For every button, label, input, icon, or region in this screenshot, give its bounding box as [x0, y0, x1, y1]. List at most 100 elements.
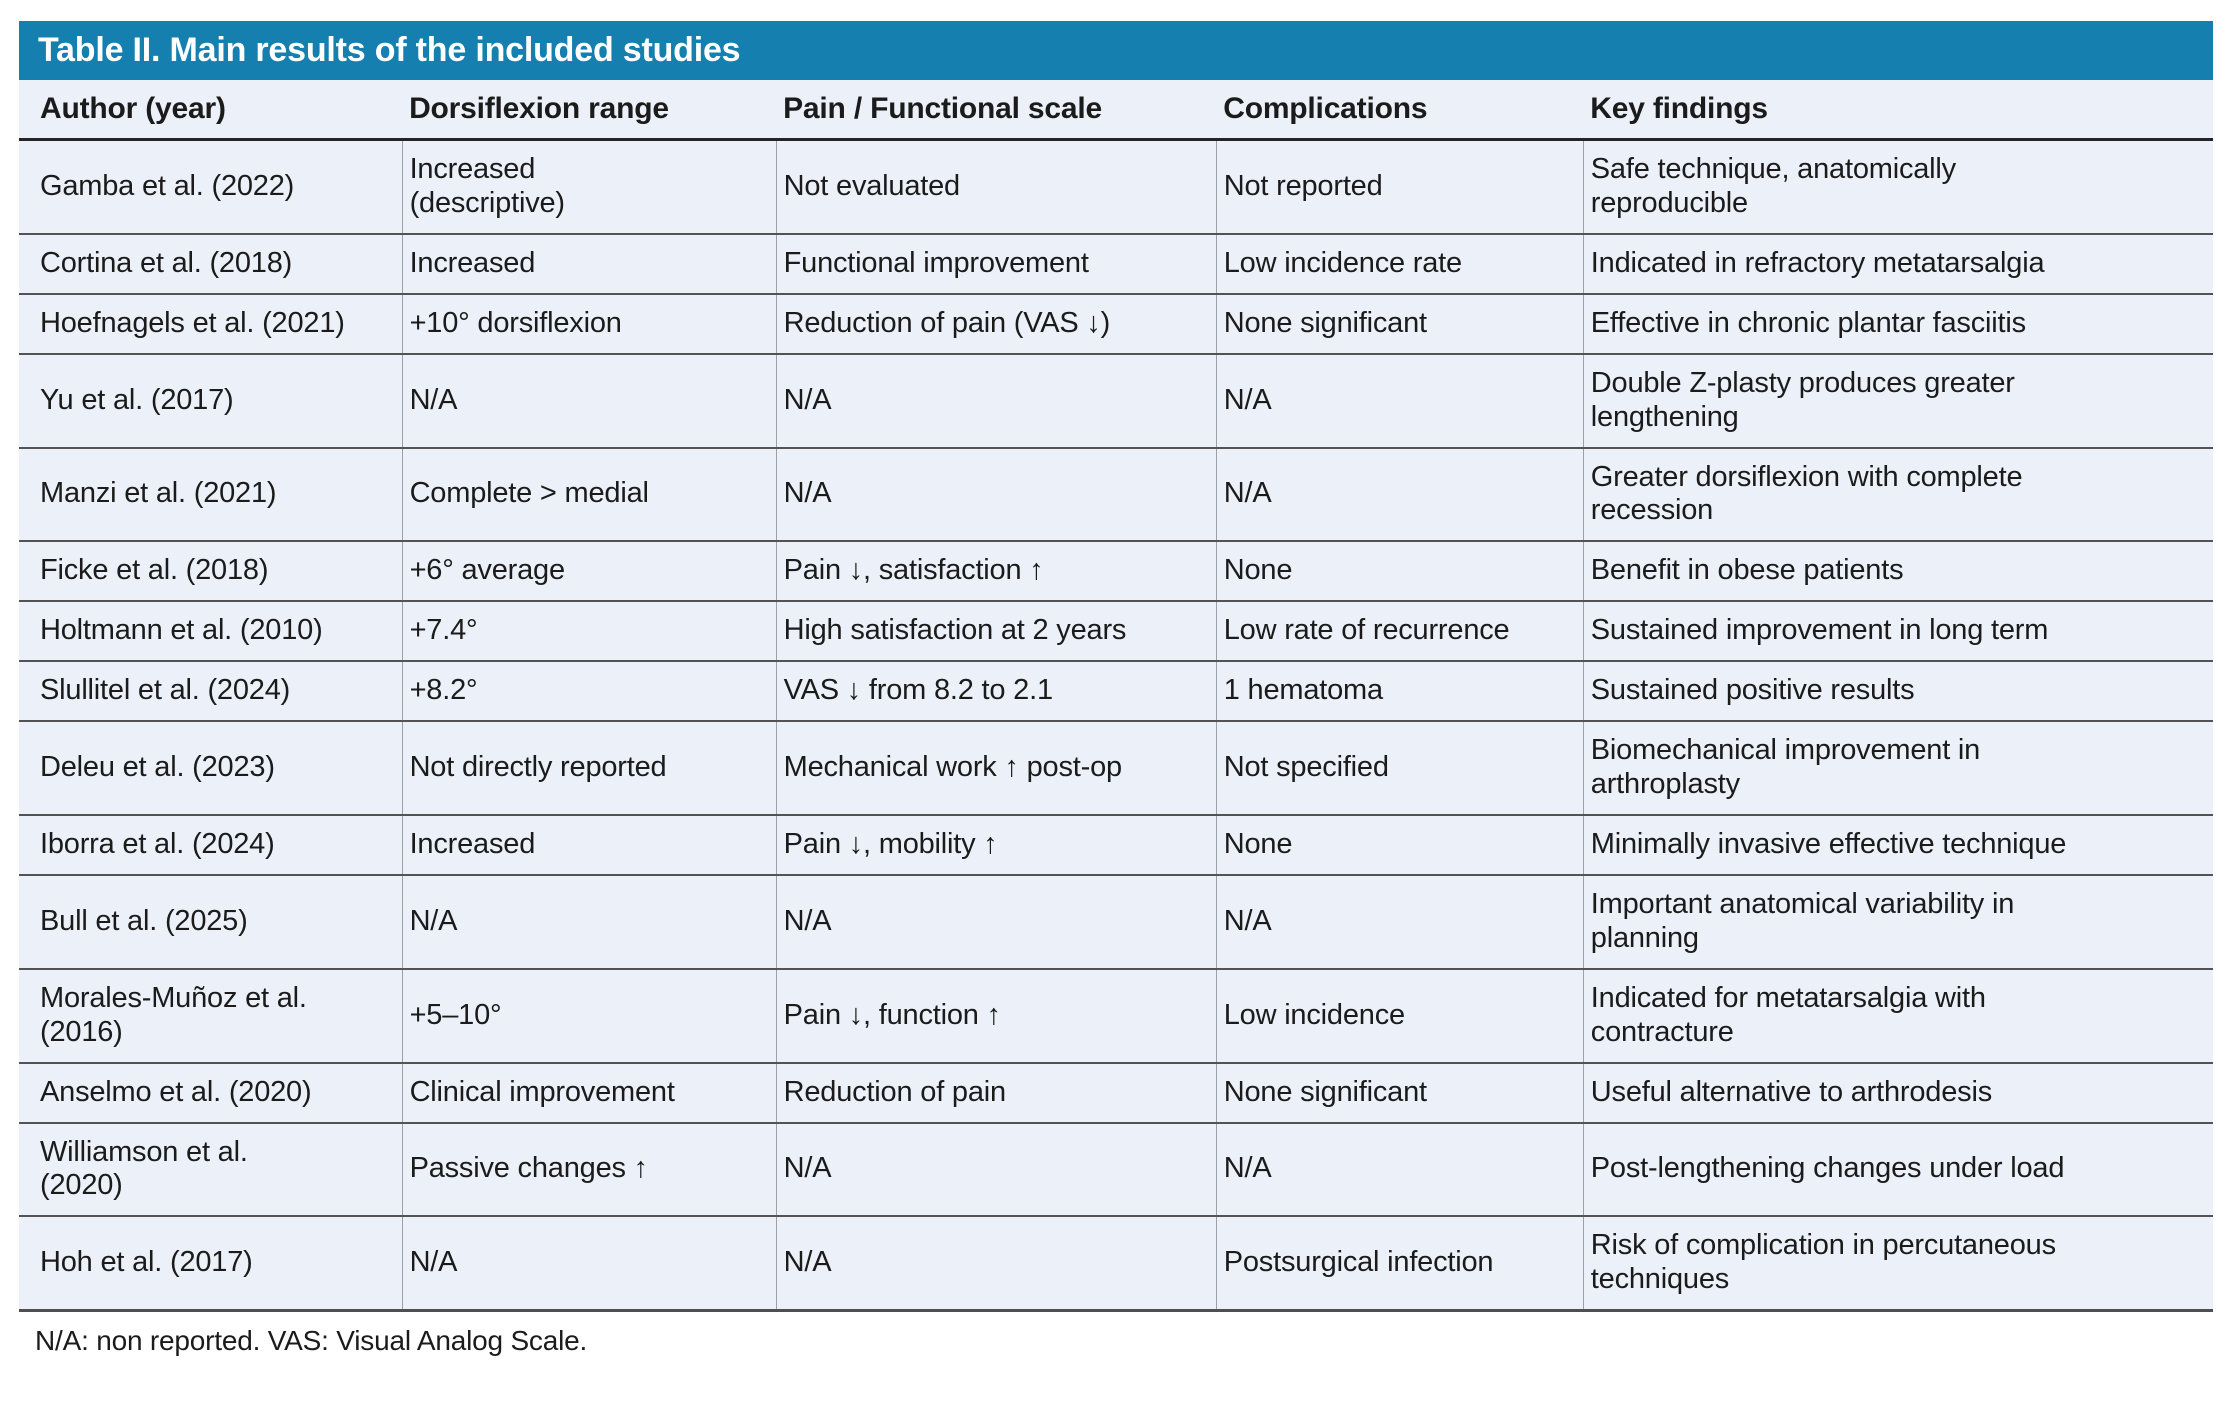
table-figure: Table II. Main results of the included s…: [19, 21, 2213, 1357]
table-row: Ficke et al. (2018) +6° average Pain ↓, sa…: [19, 540, 2213, 602]
cell-findings: Effective in chronic plantar fasciitis: [1582, 292, 2213, 354]
cell-author: Hoh et al. (2017): [19, 1215, 403, 1311]
column-header-key-findings: Key findings: [1583, 80, 2213, 141]
cell-complications: None significant: [1215, 1061, 1584, 1123]
cell-complications: 1 hematoma: [1215, 660, 1584, 722]
table-row: Hoefnagels et al. (2021) +10° dorsiflexio…: [19, 292, 2213, 354]
cell-pain: Pain ↓, satisfaction ↑: [775, 540, 1217, 602]
cell-pain: N/A: [775, 446, 1217, 542]
cell-findings: Indicated for metatarsalgia with contrac…: [1582, 967, 2213, 1063]
cell-dorsiflexion: Passive changes ↑: [401, 1121, 777, 1217]
cell-author: Anselmo et al. (2020): [19, 1061, 403, 1123]
cell-dorsiflexion: +10° dorsiflexion: [401, 292, 777, 354]
cell-pain: N/A: [775, 352, 1217, 448]
column-header-author: Author (year): [19, 80, 403, 141]
cell-pain: N/A: [775, 1121, 1217, 1217]
column-header-pain-scale: Pain / Functional scale: [776, 80, 1217, 141]
cell-dorsiflexion: N/A: [401, 1215, 777, 1311]
cell-findings: Post-lengthening changes under load: [1582, 1121, 2213, 1217]
table-row: Manzi et al. (2021) Complete > medial N/A N…: [19, 446, 2213, 542]
cell-complications: N/A: [1215, 1121, 1584, 1217]
table-row: Iborra et al. (2024) Increased Pain ↓, mob…: [19, 813, 2213, 875]
table-row: Williamson et al. (2020) Passive changes …: [19, 1121, 2213, 1217]
cell-dorsiflexion: +5–10°: [401, 967, 777, 1063]
cell-pain: Functional improvement: [775, 232, 1217, 294]
cell-complications: N/A: [1215, 352, 1584, 448]
cell-findings: Biomechanical improvement in arthroplast…: [1582, 720, 2213, 815]
cell-dorsiflexion: Clinical improvement: [401, 1061, 777, 1123]
cell-pain: Reduction of pain (VAS ↓): [775, 292, 1217, 354]
cell-author: Bull et al. (2025): [19, 873, 403, 969]
cell-dorsiflexion: Not directly reported: [401, 720, 777, 815]
cell-author: Yu et al. (2017): [19, 352, 403, 448]
cell-findings: Greater dorsiflexion with complete reces…: [1582, 446, 2213, 542]
cell-complications: None significant: [1215, 292, 1584, 354]
cell-dorsiflexion: N/A: [401, 873, 777, 969]
cell-findings: Sustained positive results: [1582, 660, 2213, 722]
cell-pain: Pain ↓, mobility ↑: [775, 813, 1217, 875]
cell-pain: Pain ↓, function ↑: [775, 967, 1217, 1063]
cell-author: Hoefnagels et al. (2021): [19, 292, 403, 354]
table-row: Gamba et al. (2022) Increased (descriptiv…: [19, 139, 2213, 234]
cell-author: Morales-Muñoz et al. (2016): [19, 967, 403, 1063]
cell-pain: Not evaluated: [775, 139, 1217, 234]
cell-author: Manzi et al. (2021): [19, 446, 403, 542]
table-row: Deleu et al. (2023) Not directly reported…: [19, 720, 2213, 815]
cell-author: Deleu et al. (2023): [19, 720, 403, 815]
cell-author: Slullitel et al. (2024): [19, 660, 403, 722]
table-row: Anselmo et al. (2020) Clinical improvemen…: [19, 1061, 2213, 1123]
table-row: Cortina et al. (2018) Increased Functional…: [19, 232, 2213, 294]
cell-author: Gamba et al. (2022): [40, 169, 295, 202]
cell-dorsiflexion: N/A: [401, 352, 777, 448]
cell-complications: Low incidence: [1215, 967, 1584, 1063]
cell-complications: Not specified: [1215, 720, 1584, 815]
cell-dorsiflexion: Increased: [401, 232, 777, 294]
table-body: Gamba et al. (2022) Increased (descriptiv…: [19, 139, 2213, 1311]
cell-dorsiflexion: Complete > medial: [401, 446, 777, 542]
cell-author: Iborra et al. (2024): [19, 813, 403, 875]
column-header-dorsiflexion: Dorsiflexion range: [402, 80, 777, 141]
cell-pain: High satisfaction at 2 years: [775, 600, 1217, 662]
cell-findings: Sustained improvement in long term: [1582, 600, 2213, 662]
table-row: Yu et al. (2017) N/A N/A N/A Double Z-plasty…: [19, 352, 2213, 448]
cell-dorsiflexion: Increased: [401, 813, 777, 875]
cell-complications: Not reported: [1215, 139, 1584, 234]
cell-pain: Reduction of pain: [775, 1061, 1217, 1123]
cell-dorsiflexion: +8.2°: [401, 660, 777, 722]
cell-complications: N/A: [1215, 446, 1584, 542]
cell-findings: Benefit in obese patients: [1582, 540, 2213, 602]
table-row: Slullitel et al. (2024) +8.2° VAS ↓ from 8…: [19, 660, 2213, 722]
table-row: Holtmann et al. (2010) +7.4° High satisfac…: [19, 600, 2213, 662]
table-row: Bull et al. (2025) N/A N/A N/A Important ana…: [19, 873, 2213, 969]
header-row: Author (year) Dorsiflexion range Pain / …: [19, 80, 2213, 141]
cell-dorsiflexion: Increased (descriptive): [401, 139, 777, 234]
cell-findings: Important anatomical variability in plan…: [1582, 873, 2213, 969]
column-header-complications: Complications: [1216, 80, 1584, 141]
cell-findings: Indicated in refractory metatarsalgia: [1582, 232, 2213, 294]
table-title: Table II. Main results of the included s…: [19, 21, 2213, 80]
table-footnote: N/A: non reported. VAS: Visual Analog Sc…: [35, 1325, 588, 1357]
cell-findings: Useful alternative to arthrodesis: [1582, 1061, 2213, 1123]
table-header: Author (year) Dorsiflexion range Pain / …: [19, 80, 2213, 141]
cell-complications: Low incidence rate: [1215, 232, 1584, 294]
cell-complications: None: [1215, 540, 1584, 602]
cell-pain: Mechanical work ↑ post-op: [775, 720, 1217, 815]
cell-author: Ficke et al. (2018): [19, 540, 403, 602]
cell-dorsiflexion: +6° average: [401, 540, 777, 602]
cell-author: Holtmann et al. (2010): [19, 600, 403, 662]
cell-pain: N/A: [775, 1215, 1217, 1311]
cell-complications: None: [1215, 813, 1584, 875]
cell-complications: Postsurgical infection: [1215, 1215, 1584, 1311]
table-row: Hoh et al. (2017) N/A N/A Postsurgical infe…: [19, 1215, 2213, 1311]
cell-pain: VAS ↓ from 8.2 to 2.1: [775, 660, 1217, 722]
cell-findings: Minimally invasive effective technique: [1582, 813, 2213, 875]
cell-complications: N/A: [1215, 873, 1584, 969]
cell-findings: Double Z-plasty produces greater lengthe…: [1582, 352, 2213, 448]
cell-findings: Risk of complication in percutaneous tec…: [1582, 1215, 2213, 1311]
cell-dorsiflexion: +7.4°: [401, 600, 777, 662]
cell-author: Cortina et al. (2018): [19, 232, 403, 294]
results-table: Author (year) Dorsiflexion range Pain / …: [19, 80, 2213, 1313]
cell-complications: Low rate of recurrence: [1215, 600, 1584, 662]
cell-findings: Safe technique, anatomically reproducibl…: [1582, 139, 2213, 234]
cell-author: Williamson et al. (2020): [19, 1121, 403, 1217]
